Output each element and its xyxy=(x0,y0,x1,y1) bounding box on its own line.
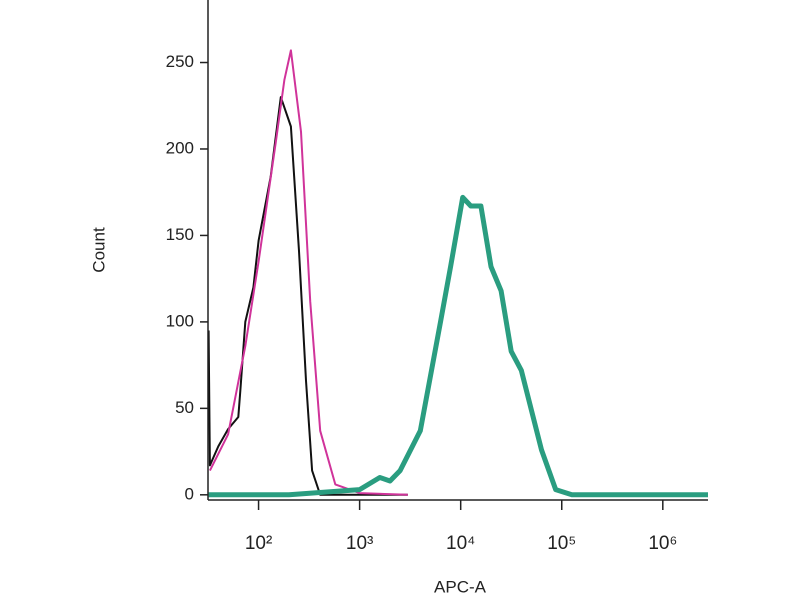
x-tick-label: 10⁴ xyxy=(446,533,475,554)
data-line xyxy=(209,49,408,496)
x-tick-label: 10⁵ xyxy=(547,533,576,554)
x-tick-label: 10² xyxy=(245,533,272,554)
y-tick-label: 0 xyxy=(185,484,194,503)
y-tick-label: 150 xyxy=(166,225,194,244)
x-axis-label: APC-A xyxy=(434,577,487,596)
y-axis-label: Count xyxy=(89,227,108,273)
x-tick-label: 10⁶ xyxy=(648,533,677,554)
y-tick-label: 250 xyxy=(166,52,194,71)
x-tick-label: 10³ xyxy=(346,533,373,554)
data-line xyxy=(207,96,408,496)
y-tick-label: 50 xyxy=(175,398,194,417)
y-tick-label: 100 xyxy=(166,311,194,330)
y-tick-label: 200 xyxy=(166,138,194,157)
data-line xyxy=(208,194,708,498)
